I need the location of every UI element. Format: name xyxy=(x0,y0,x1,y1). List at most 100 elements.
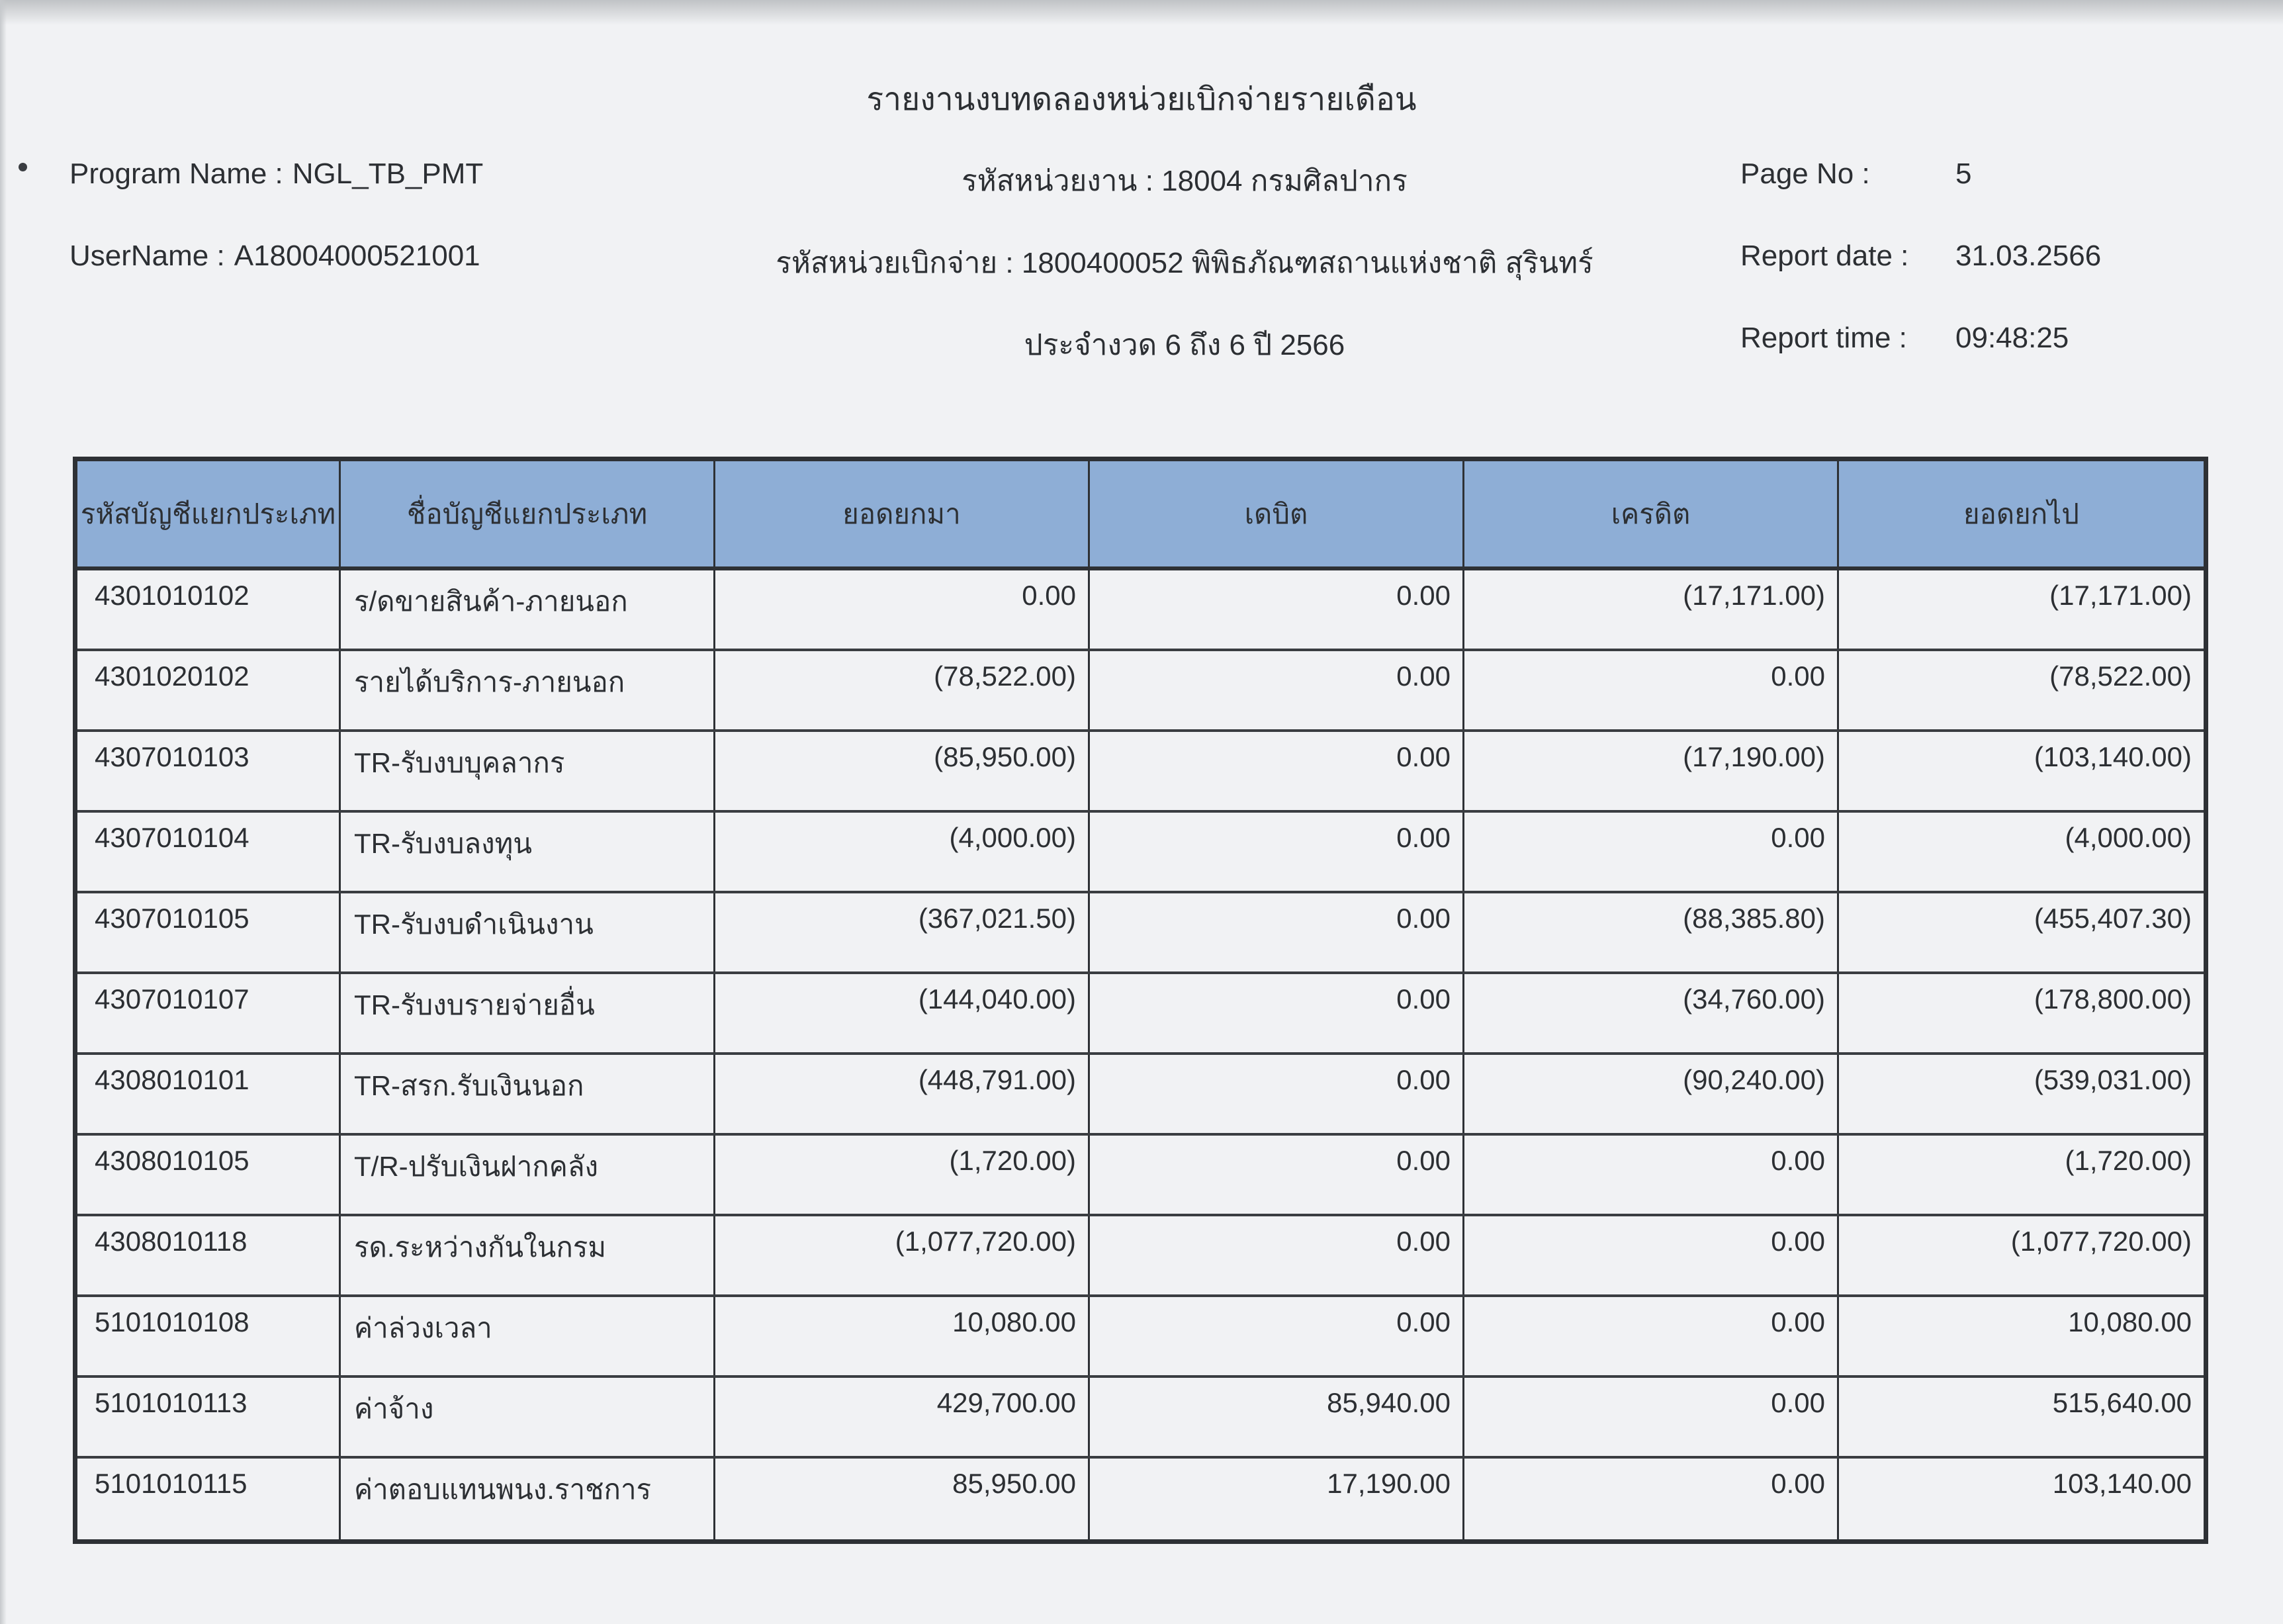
credit-cell: 0.00 xyxy=(1464,813,1839,891)
disbursement-unit-line: รหัสหน่วยเบิกจ่าย : 1800400052 พิพิธภัณฑ… xyxy=(776,247,1593,279)
column-header-debit: เดบิต xyxy=(1090,461,1464,566)
debit-cell: 0.00 xyxy=(1090,893,1464,971)
balance-forward-cell: (367,021.50) xyxy=(715,893,1090,971)
debit-cell: 0.00 xyxy=(1090,1297,1464,1375)
table-row: 4301010102 ร/ดขายสินค้า-ภายนอก 0.00 0.00 (17… xyxy=(77,570,2204,651)
debit-cell: 17,190.00 xyxy=(1090,1459,1464,1539)
agency-code-line: รหัสหน่วยงาน : 18004 กรมศิลปากร xyxy=(962,165,1408,197)
carry-forward-cell: (455,407.30) xyxy=(2034,903,2192,934)
carry-forward-cell: (103,140.00) xyxy=(2034,741,2192,772)
page-no-label: Page No : xyxy=(1740,158,1870,190)
carry-forward-cell: 515,640.00 xyxy=(2052,1387,2192,1418)
debit-cell: 0.00 xyxy=(1090,732,1464,810)
debit-cell: 0.00 xyxy=(1090,813,1464,891)
account-code-cell: 5101010108 xyxy=(77,1297,341,1375)
credit-cell: 0.00 xyxy=(1464,1459,1839,1539)
debit-cell: 85,940.00 xyxy=(1090,1378,1464,1456)
credit-cell: (34,760.00) xyxy=(1464,974,1839,1052)
table-row: 5101010115 ค่าตอบแทนพนง.ราชการ 85,950.00 17… xyxy=(77,1459,2204,1539)
table-row: 4307010103 TR-รับงบบุคลากร (85,950.00) 0.00… xyxy=(77,732,2204,813)
account-name-cell: ค่าล่วงเวลา xyxy=(341,1297,715,1375)
account-name-cell: TR-สรก.รับเงินนอก xyxy=(341,1055,715,1133)
table-header-row: รหัสบัญชีแยกประเภท ชื่อบัญชีแยกประเภท ยอ… xyxy=(77,461,2204,570)
credit-cell: 0.00 xyxy=(1464,1136,1839,1214)
balance-forward-cell: (144,040.00) xyxy=(715,974,1090,1052)
table-row: 4308010101 TR-สรก.รับเงินนอก (448,791.00) 0… xyxy=(77,1055,2204,1136)
scanner-left-shadow xyxy=(0,0,7,1624)
program-name-value: NGL_TB_PMT xyxy=(292,158,484,190)
account-code-cell: 4307010107 xyxy=(77,974,341,1052)
username-label: UserName : xyxy=(69,240,225,272)
balance-forward-cell: (78,522.00) xyxy=(715,651,1090,729)
debit-cell: 0.00 xyxy=(1090,1055,1464,1133)
account-code-cell: 4308010105 xyxy=(77,1136,341,1214)
program-name-line: Program Name : NGL_TB_PMT xyxy=(69,158,483,191)
table-row: 5101010108 ค่าล่วงเวลา 10,080.00 0.00 0.00 10… xyxy=(77,1297,2204,1378)
column-header-credit: เครดิต xyxy=(1464,461,1839,566)
balance-forward-cell: (1,077,720.00) xyxy=(715,1216,1090,1294)
username-value: A18004000521001 xyxy=(234,240,480,272)
account-code-cell: 5101010113 xyxy=(77,1378,341,1456)
report-title: รายงานงบทดลองหน่วยเบิกจ่ายรายเดือน xyxy=(866,82,1417,117)
debit-cell: 0.00 xyxy=(1090,1136,1464,1214)
column-header-account-code: รหัสบัญชีแยกประเภท xyxy=(77,461,341,566)
report-date-value: 31.03.2566 xyxy=(1955,240,2102,272)
credit-cell: (17,171.00) xyxy=(1464,570,1839,649)
account-code-cell: 4301010102 xyxy=(77,570,341,649)
credit-cell: (88,385.80) xyxy=(1464,893,1839,971)
carry-forward-cell: (4,000.00) xyxy=(2065,822,2192,853)
table-row: 4307010105 TR-รับงบดำเนินงาน (367,021.50) 0… xyxy=(77,893,2204,974)
balance-forward-cell: 429,700.00 xyxy=(715,1378,1090,1456)
balance-forward-cell: (4,000.00) xyxy=(715,813,1090,891)
balance-forward-cell: 0.00 xyxy=(715,570,1090,649)
account-name-cell: รายได้บริการ-ภายนอก xyxy=(341,651,715,729)
report-date-label: Report date : xyxy=(1740,240,1909,272)
page-no-value: 5 xyxy=(1955,158,1972,190)
debit-cell: 0.00 xyxy=(1090,651,1464,729)
username-line: UserName : A18004000521001 xyxy=(69,240,480,273)
account-name-cell: TR-รับงบรายจ่ายอื่น xyxy=(341,974,715,1052)
scan-speck xyxy=(19,163,27,171)
account-code-cell: 4307010104 xyxy=(77,813,341,891)
table-row: 5101010113 ค่าจ้าง 429,700.00 85,940.00 0.00… xyxy=(77,1378,2204,1459)
table-row: 4308010118 รด.ระหว่างกันในกรม (1,077,720.0… xyxy=(77,1216,2204,1297)
carry-forward-cell: (1,720.00) xyxy=(2065,1145,2192,1176)
account-code-cell: 4308010101 xyxy=(77,1055,341,1133)
account-name-cell: ร/ดขายสินค้า-ภายนอก xyxy=(341,570,715,649)
table-row: 4308010105 T/R-ปรับเงินฝากคลัง (1,720.00) 0… xyxy=(77,1136,2204,1216)
column-header-balance-forward: ยอดยกมา xyxy=(715,461,1090,566)
carry-forward-cell: 10,080.00 xyxy=(2068,1306,2192,1337)
carry-forward-cell: 103,140.00 xyxy=(2052,1468,2192,1499)
balance-forward-cell: (85,950.00) xyxy=(715,732,1090,810)
account-name-cell: TR-รับงบบุคลากร xyxy=(341,732,715,810)
credit-cell: 0.00 xyxy=(1464,651,1839,729)
carry-forward-cell: (539,031.00) xyxy=(2034,1064,2192,1095)
carry-forward-cell: (1,077,720.00) xyxy=(2010,1226,2192,1257)
account-code-cell: 4308010118 xyxy=(77,1216,341,1294)
column-header-carry-forward: ยอดยกไป xyxy=(1963,498,2079,529)
account-code-cell: 4307010103 xyxy=(77,732,341,810)
account-code-cell: 4307010105 xyxy=(77,893,341,971)
account-name-cell: TR-รับงบลงทุน xyxy=(341,813,715,891)
carry-forward-cell: (78,522.00) xyxy=(2049,660,2192,692)
report-time-label: Report time : xyxy=(1740,322,1907,354)
debit-cell: 0.00 xyxy=(1090,1216,1464,1294)
credit-cell: (90,240.00) xyxy=(1464,1055,1839,1133)
table-row: 4307010107 TR-รับงบรายจ่ายอื่น (144,040.00… xyxy=(77,974,2204,1055)
credit-cell: 0.00 xyxy=(1464,1378,1839,1456)
table-row: 4301020102 รายได้บริการ-ภายนอก (78,522.00)… xyxy=(77,651,2204,732)
column-header-account-name: ชื่อบัญชีแยกประเภท xyxy=(341,461,715,566)
balance-forward-cell: (448,791.00) xyxy=(715,1055,1090,1133)
account-name-cell: รด.ระหว่างกันในกรม xyxy=(341,1216,715,1294)
period-line: ประจำงวด 6 ถึง 6 ปี 2566 xyxy=(1024,329,1345,361)
debit-cell: 0.00 xyxy=(1090,974,1464,1052)
balance-forward-cell: 10,080.00 xyxy=(715,1297,1090,1375)
table-row: 4307010104 TR-รับงบลงทุน (4,000.00) 0.00 0.0… xyxy=(77,813,2204,893)
credit-cell: (17,190.00) xyxy=(1464,732,1839,810)
account-name-cell: ค่าจ้าง xyxy=(341,1378,715,1456)
table-body: 4301010102 ร/ดขายสินค้า-ภายนอก 0.00 0.00 (17… xyxy=(77,570,2204,1539)
debit-cell: 0.00 xyxy=(1090,570,1464,649)
credit-cell: 0.00 xyxy=(1464,1216,1839,1294)
account-name-cell: ค่าตอบแทนพนง.ราชการ xyxy=(341,1459,715,1539)
trial-balance-table: รหัสบัญชีแยกประเภท ชื่อบัญชีแยกประเภท ยอ… xyxy=(73,457,2208,1544)
